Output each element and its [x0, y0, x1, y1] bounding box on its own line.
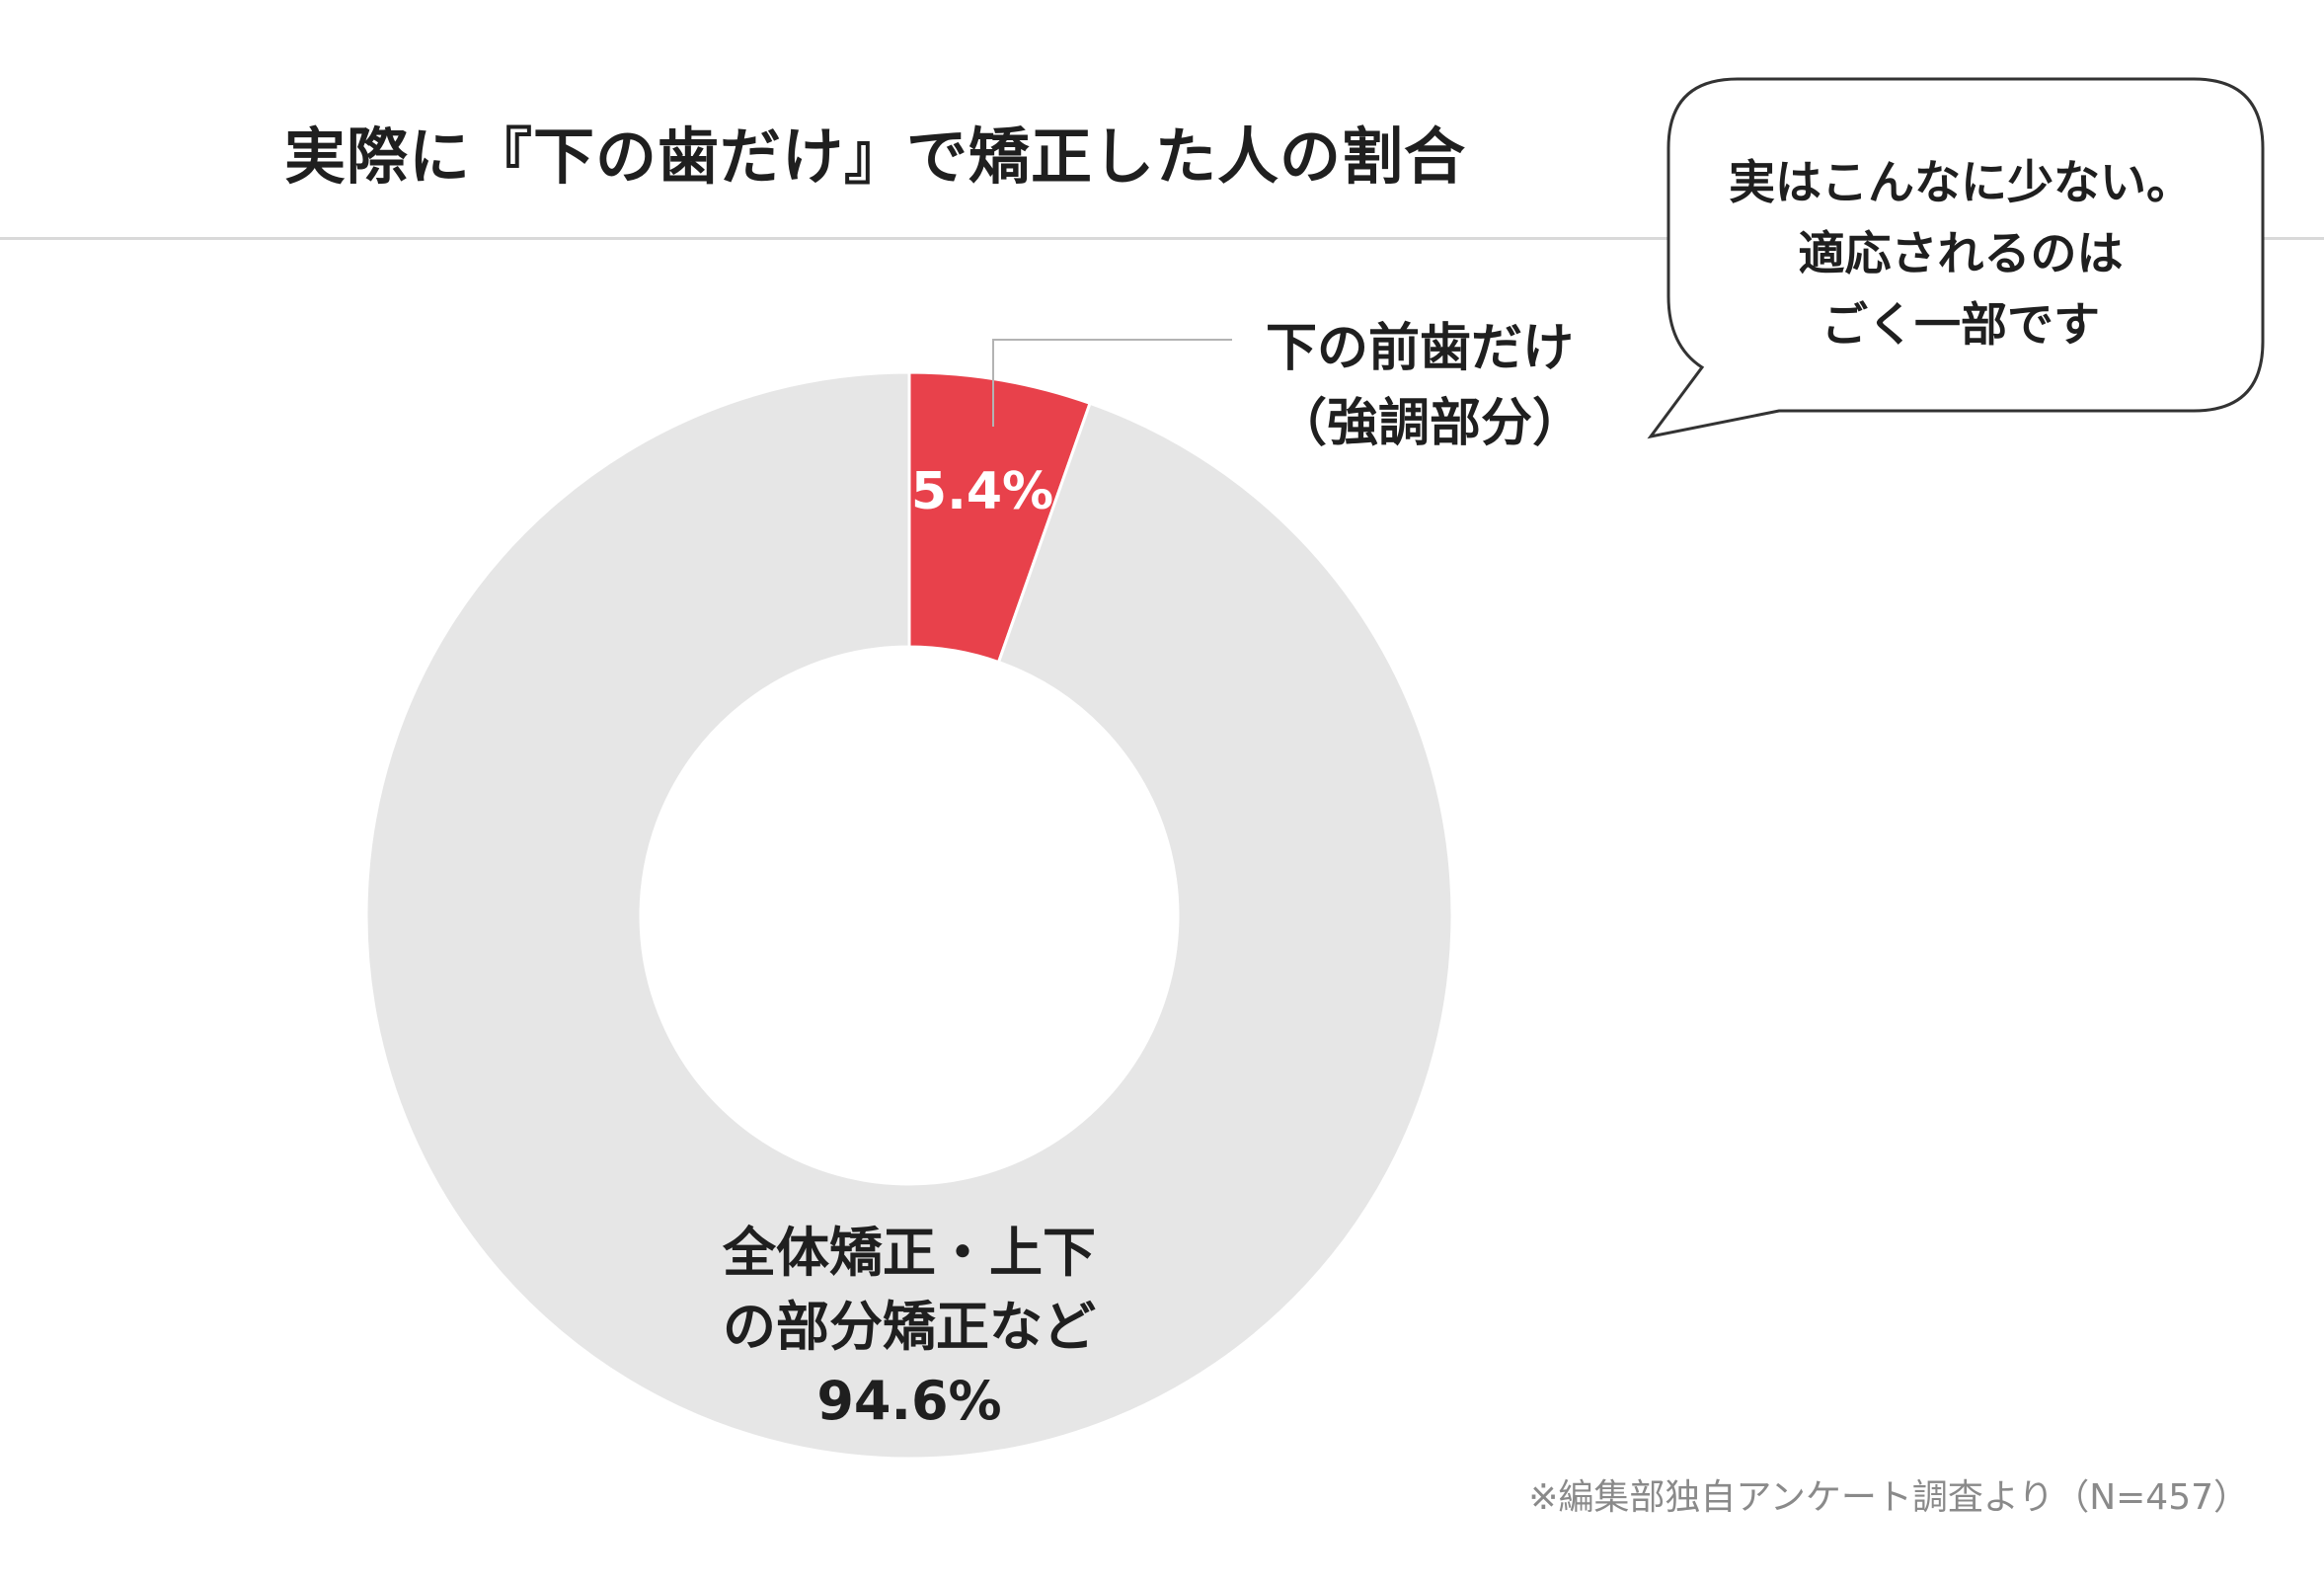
- rest-slice-value-label: 94.6%: [816, 1370, 1001, 1432]
- speech-bubble: [1647, 77, 2265, 439]
- title-divider: [0, 237, 2324, 240]
- rest-slice-label-line-1: 全体矯正・上下: [722, 1222, 1096, 1284]
- donut-slices: [364, 370, 1454, 1461]
- rest-slice-label-line-2: の部分矯正など: [723, 1296, 1096, 1358]
- callout-leader-line: [992, 339, 1232, 427]
- speech-bubble-line-3: ごく一部です: [1821, 298, 2100, 353]
- speech-bubble-text: 実はこんなに少ない。 適応されるのは ごく一部です: [1649, 148, 2273, 361]
- donut-slice-rest: [364, 370, 1454, 1461]
- highlight-slice-label-line-1: 下の前歯だけ: [1266, 319, 1574, 378]
- highlight-slice-value-label: 5.4%: [911, 462, 1053, 521]
- highlight-slice-label-line-2: （強調部分）: [1276, 394, 1584, 453]
- speech-bubble-line-1: 実はこんなに少ない。: [1729, 156, 2193, 210]
- survey-footnote: ※編集部独自アンケート調査より（N=457）: [1528, 1477, 2249, 1518]
- speech-bubble-line-2: 適応されるのは: [1798, 227, 2124, 281]
- chart-title: 実際に『下の歯だけ』で矯正した人の割合: [284, 120, 1467, 193]
